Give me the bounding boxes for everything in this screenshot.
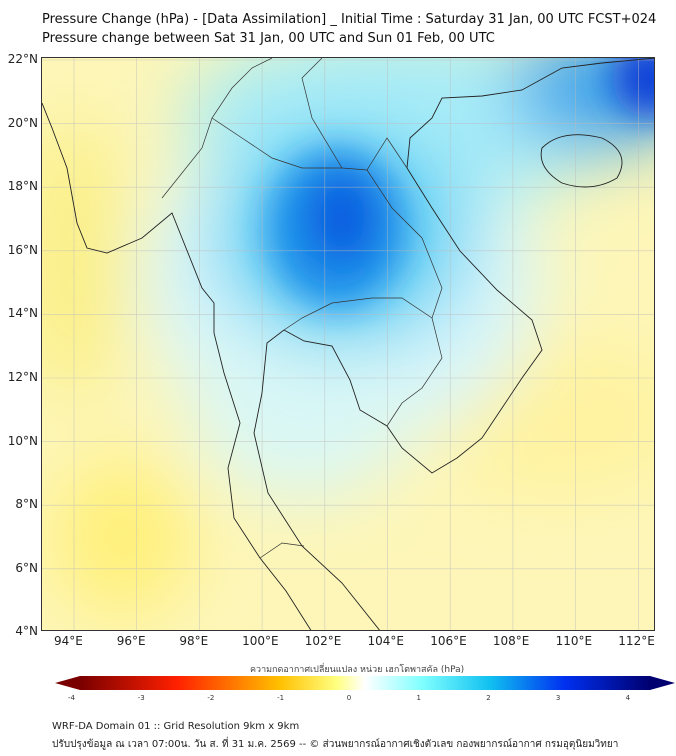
coastlines xyxy=(42,58,654,630)
lat-label: 14°N xyxy=(7,306,38,321)
lat-label: 20°N xyxy=(7,115,38,130)
lat-label: 16°N xyxy=(7,242,38,257)
chart-title: Pressure Change (hPa) - [Data Assimilati… xyxy=(42,12,657,27)
footer-model-info: WRF-DA Domain 01 :: Grid Resolution 9km … xyxy=(52,721,300,732)
lon-label: 102°E xyxy=(304,634,342,648)
lon-label: 112°E xyxy=(618,634,655,648)
colorbar-tick: 4 xyxy=(625,694,631,702)
lon-label: 110°E xyxy=(555,634,593,648)
colorbar-tick: -3 xyxy=(137,694,145,702)
lat-label: 4°N xyxy=(15,624,38,639)
pressure-change-map xyxy=(41,57,655,631)
colorbar-tick: 1 xyxy=(416,694,421,702)
lat-label: 12°N xyxy=(7,370,38,384)
lon-label: 100°E xyxy=(242,634,279,648)
lon-label: 98°E xyxy=(179,634,209,648)
colorbar-tick: -1 xyxy=(277,694,285,702)
lon-label: 108°E xyxy=(492,634,530,648)
lon-label: 96°E xyxy=(116,634,146,648)
lat-label: 10°N xyxy=(7,433,38,448)
colorbar-tick: -2 xyxy=(207,694,215,702)
footer-credit: ปรับปรุงข้อมูล ณ เวลา 07:00น. วัน ส. ที่… xyxy=(52,739,619,750)
colorbar-label: ความกดอากาศเปลี่ยนแปลง หน่วย เฮกโตพาสคัล… xyxy=(250,665,465,675)
colorbar-tick: 3 xyxy=(555,694,561,702)
colorbar-max-arrow xyxy=(650,676,675,690)
colorbar-tick: 2 xyxy=(486,694,491,702)
lat-label: 8°N xyxy=(15,497,38,512)
colorbar xyxy=(55,676,675,690)
lon-label: 106°E xyxy=(430,634,467,648)
lat-label: 22°N xyxy=(7,52,38,66)
colorbar-min-arrow xyxy=(55,676,80,690)
lon-label: 104°E xyxy=(367,634,405,648)
lat-label: 18°N xyxy=(7,179,38,194)
lat-label: 6°N xyxy=(15,560,38,575)
lon-label: 94°E xyxy=(54,634,83,648)
chart-subtitle: Pressure change between Sat 31 Jan, 00 U… xyxy=(42,31,495,46)
colorbar-tick: 0 xyxy=(346,694,352,702)
pressure-field xyxy=(42,58,654,618)
colorbar-tick: -4 xyxy=(68,694,75,702)
